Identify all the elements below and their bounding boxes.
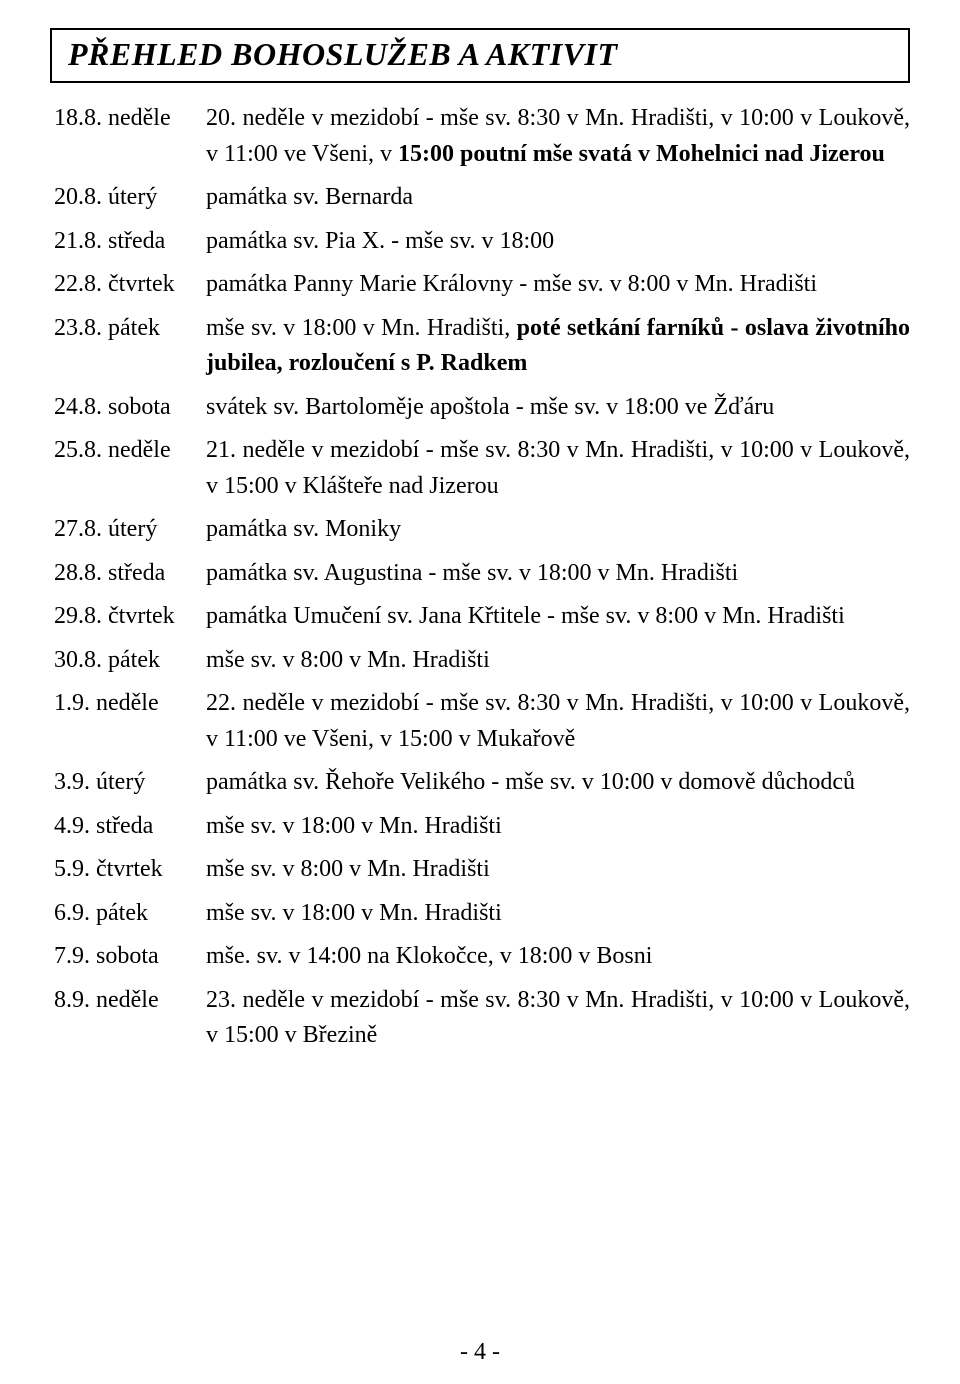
schedule-date: 25.8. neděle: [54, 433, 206, 469]
schedule-date: 8.9. neděle: [54, 983, 206, 1019]
schedule-date: 24.8. sobota: [54, 390, 206, 426]
schedule-row: 24.8. sobotasvátek sv. Bartoloměje apošt…: [50, 390, 910, 426]
schedule-date: 23.8. pátek: [54, 311, 206, 347]
schedule-desc: mše sv. v 8:00 v Mn. Hradišti: [206, 852, 910, 888]
schedule-desc: památka Umučení sv. Jana Křtitele - mše …: [206, 599, 910, 635]
schedule-desc: mše sv. v 8:00 v Mn. Hradišti: [206, 643, 910, 679]
schedule-list: 18.8. neděle20. neděle v mezidobí - mše …: [50, 101, 910, 1054]
schedule-date: 18.8. neděle: [54, 101, 206, 137]
schedule-desc: památka sv. Moniky: [206, 512, 910, 548]
schedule-row: 29.8. čtvrtekpamátka Umučení sv. Jana Kř…: [50, 599, 910, 635]
schedule-date: 29.8. čtvrtek: [54, 599, 206, 635]
schedule-desc: mše sv. v 18:00 v Mn. Hradišti: [206, 809, 910, 845]
schedule-desc: 20. neděle v mezidobí - mše sv. 8:30 v M…: [206, 101, 910, 172]
title-box: PŘEHLED BOHOSLUŽEB A AKTIVIT: [50, 28, 910, 83]
schedule-row: 23.8. pátekmše sv. v 18:00 v Mn. Hradišt…: [50, 311, 910, 382]
schedule-row: 27.8. úterýpamátka sv. Moniky: [50, 512, 910, 548]
schedule-row: 5.9. čtvrtekmše sv. v 8:00 v Mn. Hradišt…: [50, 852, 910, 888]
schedule-row: 7.9. sobotamše. sv. v 14:00 na Klokočce,…: [50, 939, 910, 975]
schedule-row: 21.8. středapamátka sv. Pia X. - mše sv.…: [50, 224, 910, 260]
schedule-date: 27.8. úterý: [54, 512, 206, 548]
schedule-desc: památka sv. Bernarda: [206, 180, 910, 216]
schedule-date: 21.8. středa: [54, 224, 206, 260]
schedule-date: 28.8. středa: [54, 556, 206, 592]
schedule-desc: mše sv. v 18:00 v Mn. Hradišti: [206, 896, 910, 932]
schedule-row: 20.8. úterýpamátka sv. Bernarda: [50, 180, 910, 216]
schedule-date: 6.9. pátek: [54, 896, 206, 932]
schedule-desc: mše. sv. v 14:00 na Klokočce, v 18:00 v …: [206, 939, 910, 975]
schedule-date: 5.9. čtvrtek: [54, 852, 206, 888]
schedule-row: 1.9. neděle22. neděle v mezidobí - mše s…: [50, 686, 910, 757]
schedule-row: 3.9. úterýpamátka sv. Řehoře Velikého - …: [50, 765, 910, 801]
schedule-desc: 23. neděle v mezidobí - mše sv. 8:30 v M…: [206, 983, 910, 1054]
schedule-date: 20.8. úterý: [54, 180, 206, 216]
schedule-row: 22.8. čtvrtekpamátka Panny Marie Královn…: [50, 267, 910, 303]
schedule-desc: památka sv. Pia X. - mše sv. v 18:00: [206, 224, 910, 260]
page-title: PŘEHLED BOHOSLUŽEB A AKTIVIT: [68, 36, 898, 73]
schedule-desc: 22. neděle v mezidobí - mše sv. 8:30 v M…: [206, 686, 910, 757]
schedule-date: 7.9. sobota: [54, 939, 206, 975]
schedule-row: 6.9. pátekmše sv. v 18:00 v Mn. Hradišti: [50, 896, 910, 932]
schedule-row: 28.8. středapamátka sv. Augustina - mše …: [50, 556, 910, 592]
schedule-row: 18.8. neděle20. neděle v mezidobí - mše …: [50, 101, 910, 172]
schedule-date: 30.8. pátek: [54, 643, 206, 679]
page: PŘEHLED BOHOSLUŽEB A AKTIVIT 18.8. neděl…: [0, 0, 960, 1384]
schedule-date: 22.8. čtvrtek: [54, 267, 206, 303]
schedule-row: 8.9. neděle23. neděle v mezidobí - mše s…: [50, 983, 910, 1054]
schedule-desc: památka sv. Řehoře Velikého - mše sv. v …: [206, 765, 910, 801]
page-number: - 4 -: [0, 1339, 960, 1366]
schedule-date: 1.9. neděle: [54, 686, 206, 722]
schedule-row: 30.8. pátekmše sv. v 8:00 v Mn. Hradišti: [50, 643, 910, 679]
schedule-desc: mše sv. v 18:00 v Mn. Hradišti, poté set…: [206, 311, 910, 382]
schedule-date: 4.9. středa: [54, 809, 206, 845]
schedule-desc: 21. neděle v mezidobí - mše sv. 8:30 v M…: [206, 433, 910, 504]
schedule-desc: památka sv. Augustina - mše sv. v 18:00 …: [206, 556, 910, 592]
schedule-desc: památka Panny Marie Královny - mše sv. v…: [206, 267, 910, 303]
schedule-row: 25.8. neděle21. neděle v mezidobí - mše …: [50, 433, 910, 504]
schedule-date: 3.9. úterý: [54, 765, 206, 801]
schedule-desc: svátek sv. Bartoloměje apoštola - mše sv…: [206, 390, 910, 426]
schedule-row: 4.9. středamše sv. v 18:00 v Mn. Hradišt…: [50, 809, 910, 845]
